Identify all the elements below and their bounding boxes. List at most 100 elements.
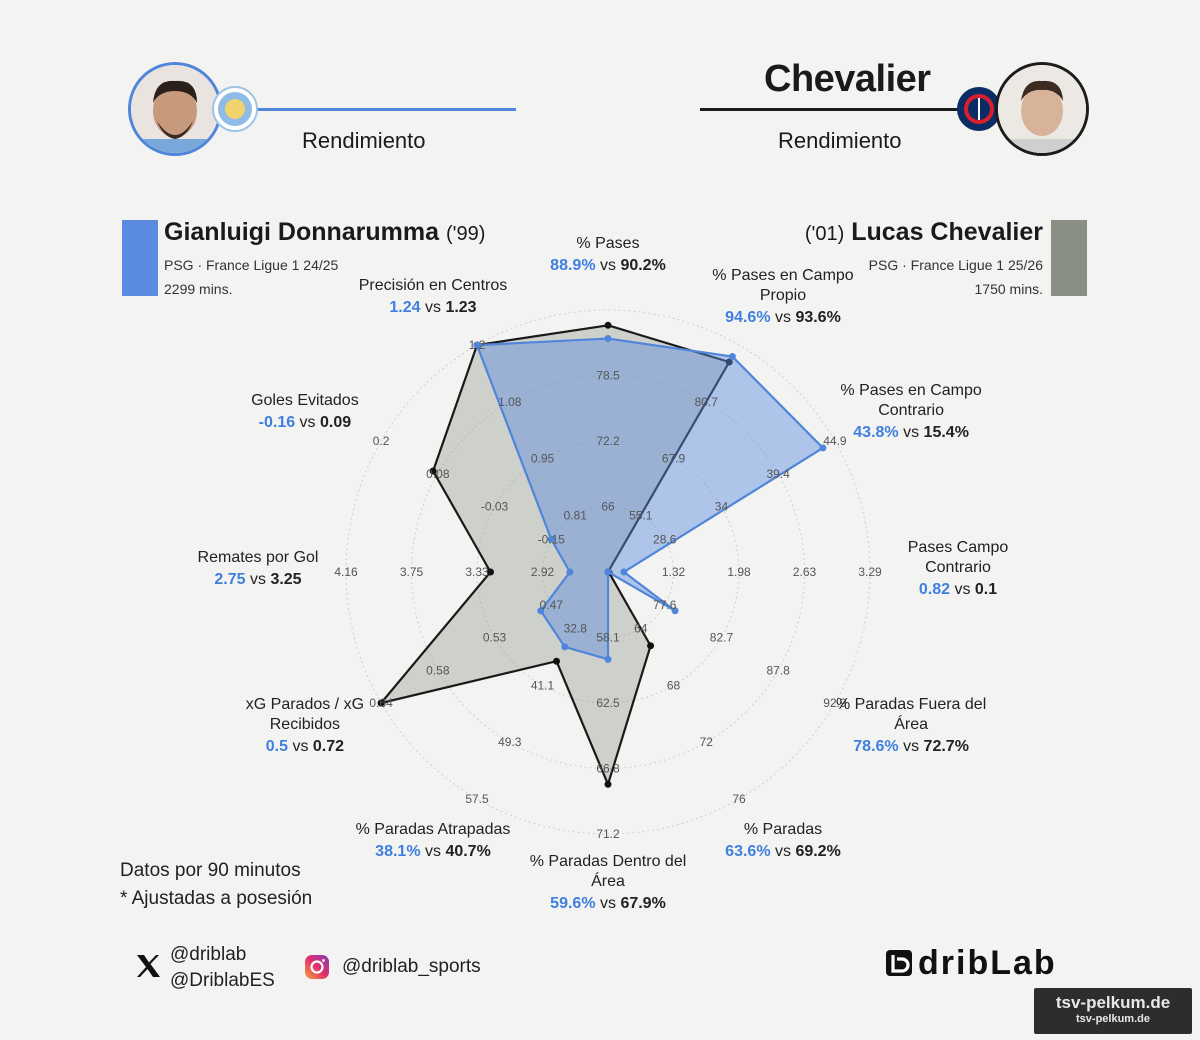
right-subtitle: Rendimiento: [778, 128, 902, 153]
x-handle-2[interactable]: @DriblabES: [170, 970, 275, 991]
tick-label: 49.3: [498, 735, 522, 749]
axis-label: xG Parados / xG: [246, 696, 364, 713]
player1-color-swatch: [122, 220, 158, 296]
series-chevalier-point: [604, 321, 612, 329]
right-title: Chevalier: [764, 58, 931, 100]
tick-label: 62.5: [596, 696, 620, 710]
axis-label: Remates por Gol: [198, 549, 319, 566]
tick-label: 71.2: [596, 827, 620, 841]
axis-label: % Pases en Campo: [840, 382, 982, 399]
series-chevalier-point: [377, 699, 385, 707]
axis-values: 43.8% vs 15.4%: [853, 424, 969, 441]
tick-label: 3.29: [858, 565, 882, 579]
series-donnarumma-point: [473, 341, 481, 349]
tick-label: 58.1: [596, 631, 620, 645]
axis-values: 88.9% vs 90.2%: [550, 257, 666, 274]
tick-label: 82.7: [710, 631, 734, 645]
tick-label: 1.32: [662, 565, 686, 579]
series-donnarumma-point: [604, 335, 612, 343]
manchester-city-crest: [212, 86, 258, 132]
tick-label: 3.75: [400, 565, 424, 579]
series-donnarumma-point: [547, 535, 555, 543]
axis-label: Contrario: [925, 559, 991, 576]
tick-label: 1.98: [727, 565, 751, 579]
series-chevalier-point: [429, 467, 437, 475]
series-donnarumma-point: [566, 568, 574, 576]
player1-mins: 2299 mins.: [164, 281, 233, 297]
series-chevalier-point: [552, 657, 560, 665]
grid-ring: [476, 440, 740, 704]
axis-values: -0.16 vs 0.09: [259, 414, 352, 431]
tick-label: 2.92: [531, 565, 555, 579]
tick-label: 92.9: [823, 696, 847, 710]
tick-label: 0.58: [426, 663, 450, 677]
axis-label: Pases Campo: [908, 539, 1009, 556]
tick-label: 0.81: [564, 508, 588, 522]
axis-label: % Paradas Fuera del: [836, 696, 986, 713]
note-per90: Datos por 90 minutos: [120, 860, 301, 881]
player2-year: ('01): [804, 223, 845, 245]
tick-label: -0.15: [538, 532, 566, 546]
tick-label: 39.4: [766, 467, 790, 481]
tick-label: 0.08: [426, 467, 450, 481]
series-donnarumma-point: [819, 444, 827, 452]
tick-label: 68: [667, 678, 681, 692]
player-photo-icon: [998, 65, 1086, 153]
x-handle-1[interactable]: @driblab: [170, 944, 247, 965]
player-photo-icon: [131, 65, 219, 153]
tick-label: 41.1: [531, 678, 555, 692]
grid-ring: [345, 309, 871, 835]
axis-label: % Paradas: [744, 821, 822, 838]
tick-label: 77.6: [653, 598, 677, 612]
left-subtitle: Rendimiento: [302, 128, 426, 153]
tick-label: -0.03: [481, 500, 509, 514]
series-chevalier-point: [725, 358, 733, 366]
axis-values: 78.6% vs 72.7%: [853, 738, 969, 755]
series-donnarumma-point: [671, 607, 679, 615]
axis-values: 2.75 vs 3.25: [214, 571, 301, 588]
instagram-logo-icon: [304, 954, 330, 985]
axis-values: 38.1% vs 40.7%: [375, 843, 491, 860]
watermark-line1: tsv-pelkum.de: [1055, 993, 1171, 1012]
axis-values: 94.6% vs 93.6%: [725, 309, 841, 326]
player2-name-row: ('01) Lucas Chevalier: [805, 218, 1043, 247]
series-chevalier: [380, 324, 731, 786]
tick-label: 64: [634, 622, 648, 636]
series-chevalier-point: [604, 780, 612, 788]
series-donnarumma-point: [537, 607, 545, 615]
tick-label: 0.95: [531, 452, 555, 466]
axis-label: Contrario: [878, 402, 944, 419]
note-possession: * Ajustadas a posesión: [120, 888, 313, 909]
driblab-logo-text: dribLab: [918, 944, 1057, 982]
player1-name: Gianluigi Donnarumma: [164, 218, 440, 246]
grid-ring: [542, 506, 674, 638]
tick-label: 66.8: [596, 762, 620, 776]
series-donnarumma-point: [604, 568, 612, 576]
axis-label: % Paradas Dentro del: [530, 853, 687, 870]
tick-label: 44.9: [823, 434, 847, 448]
axis-label: Recibidos: [270, 716, 340, 733]
tick-label: 87.8: [766, 663, 790, 677]
series-donnarumma-point: [728, 353, 736, 361]
tick-label: 3.33: [465, 565, 489, 579]
tick-label: 2.63: [793, 565, 817, 579]
watermark-line2: tsv-pelkum.de: [1076, 1013, 1150, 1025]
instagram-handle[interactable]: @driblab_sports: [342, 956, 481, 977]
axis-label: Área: [591, 871, 625, 890]
axis-label: Propio: [760, 287, 806, 304]
player1-year: ('99): [445, 223, 486, 245]
tick-label: 0.64: [369, 696, 393, 710]
series-donnarumma-point: [561, 643, 569, 651]
player-photo-left: [128, 62, 222, 156]
psg-crest: [956, 86, 1002, 132]
tick-label: 0.53: [483, 631, 507, 645]
player2-league: PSG · France Ligue 1 25/26: [868, 257, 1043, 273]
axis-label: Goles Evitados: [251, 392, 359, 409]
series-donnarumma-point: [604, 655, 612, 663]
player2-name: Lucas Chevalier: [851, 218, 1043, 246]
axis-label: % Paradas Atrapadas: [356, 821, 511, 838]
axis-values: 0.5 vs 0.72: [266, 738, 344, 755]
tick-label: 28.6: [653, 532, 677, 546]
axis-values: 59.6% vs 67.9%: [550, 895, 666, 912]
